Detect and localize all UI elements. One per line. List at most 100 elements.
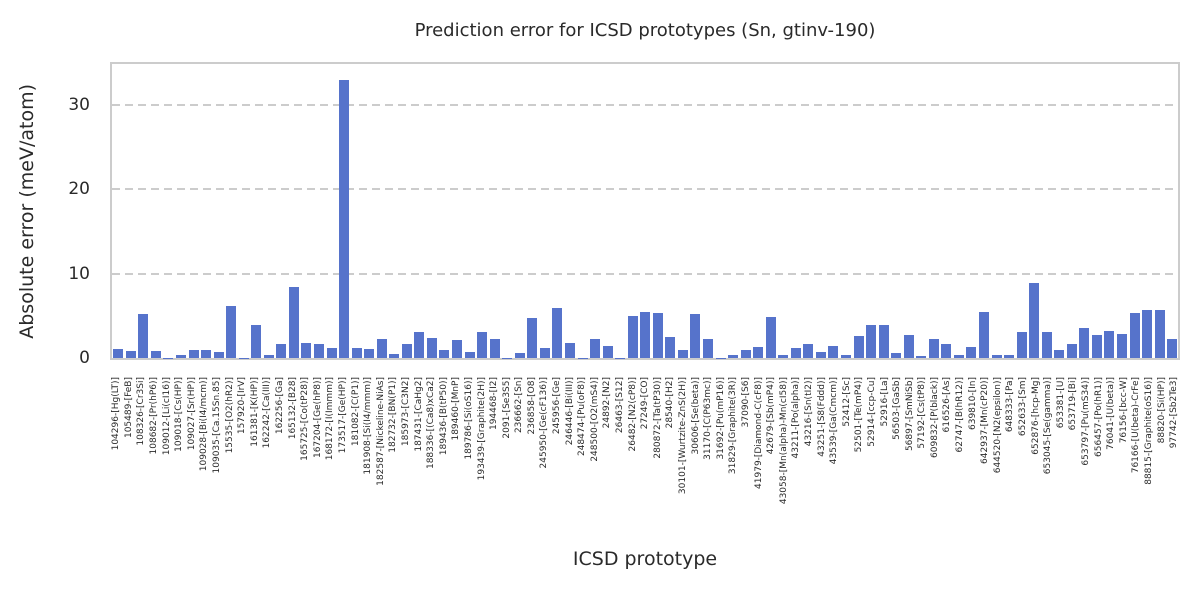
bar-52501-[Te(mP4)] (853, 336, 864, 358)
bar-slot (978, 64, 991, 358)
x-tick: 189460-[MnP] (450, 377, 463, 547)
bar-653797-[Pu(mS34)] (1079, 327, 1090, 358)
bar-slot (865, 64, 878, 358)
x-axis-label: ICSD prototype (572, 548, 718, 570)
x-tick-label: 616526-[As] (942, 377, 953, 433)
bar-27249-[CO] (640, 311, 651, 358)
bar-slot (965, 64, 978, 358)
x-tick: 56503-[GaSb] (891, 377, 904, 547)
bar-slot (1003, 64, 1016, 358)
x-tick: 182587-[Nickeline-NiAs] (374, 377, 387, 547)
x-tick: 644520-[N2(epsilon)] (992, 377, 1005, 547)
bar-slot (940, 64, 953, 358)
x-tick: 652633-[Sm] (1017, 377, 1030, 547)
bar-236662-[Sn] (514, 352, 525, 358)
x-tick-label: 653045-[Se(gamma)] (1043, 377, 1054, 475)
x-tick: 653797-[Pu(mS34)] (1080, 377, 1093, 547)
x-tick-label: 245956-[Ge] (552, 377, 563, 435)
bar-97742-[Sb2Te3] (1167, 338, 1178, 358)
x-tick: 52916-[La] (878, 377, 891, 547)
x-tick-label: 167204-[Ge(hP8)] (312, 377, 323, 459)
bar-609832-[P(black)] (928, 338, 939, 358)
x-tick-label: 656457-[Po(hR1)] (1093, 377, 1104, 457)
x-tick-label: 62747-[B(hR12)] (955, 377, 966, 453)
bar-165725-[Co(tP28)] (301, 342, 312, 358)
x-tick-label: 246446-[Bi(III)] (564, 377, 575, 446)
bar-slot (990, 64, 1003, 358)
x-tick-label: 31170-[C(P63mc)] (703, 377, 714, 460)
bar-slot (639, 64, 652, 358)
bar-slot (840, 64, 853, 358)
x-tick: 194468-[I2] (488, 377, 501, 547)
x-tick-label: 248500-[O2(mS4)] (589, 377, 600, 462)
x-tick-label: 41979-[Diamond-C(cF8)] (753, 377, 764, 489)
x-tick: 236858-[O8] (526, 377, 539, 547)
bar-57192-[Cs(tP8)] (916, 356, 927, 358)
bar-43058-[Mn(alpha)-Mn(cI58)] (778, 355, 789, 358)
x-tick: 609832-[P(black)] (929, 377, 942, 547)
bar-slot (1091, 64, 1104, 358)
x-tick: 653381-[U] (1055, 377, 1068, 547)
bar-181908-[Si(I4/mmm)] (364, 348, 375, 358)
bar-slot (1040, 64, 1053, 358)
bar-162256-[Ga] (276, 343, 287, 358)
bar-slot (426, 64, 439, 358)
bar-280872-[Ta(tP30)] (652, 313, 663, 358)
x-tick: 245956-[Ge] (551, 377, 564, 547)
bar-slot (137, 64, 150, 358)
bar-76156-[bcc-W] (1117, 333, 1128, 358)
bar-165132-[B28] (288, 287, 299, 358)
x-tick: 43211-[Po(alpha)] (790, 377, 803, 547)
bar-173517-[Ge(HP)] (339, 80, 350, 358)
chart-title: Prediction error for ICSD prototypes (Sn… (414, 20, 876, 41)
x-tick-label: 162242-[Ca(III)] (262, 377, 273, 449)
x-tick: 43251-[S8(Fddd)] (815, 377, 828, 547)
x-tick-label: 189786-[Si(oS16)] (463, 377, 474, 460)
bar-52412-[Sc] (840, 355, 851, 358)
bar-187431-[CaHg2] (414, 331, 425, 358)
x-tick: 76166-[U(beta)-CrFe] (1130, 377, 1143, 547)
bar-slot (526, 64, 539, 358)
x-tick-label: 181908-[Si(I4/mmm)] (363, 377, 374, 475)
bar-slot (802, 64, 815, 358)
x-tick: 97742-[Sb2Te3] (1168, 377, 1181, 547)
bar-slot (501, 64, 514, 358)
x-tick-label: 280872-[Ta(tP30)] (652, 377, 663, 459)
x-tick-label: 31692-[Pu(mP16)] (715, 377, 726, 460)
x-tick: 52501-[Te(mP4)] (853, 377, 866, 547)
bar-slot (915, 64, 928, 358)
x-tick-label: 105489-[FeB] (123, 377, 134, 439)
bar-189436-[B(tP50)] (439, 350, 450, 358)
bar-31170-[C(P63mc)] (702, 338, 713, 358)
bar-slot (112, 64, 125, 358)
bar-245950-[Ge(cF136)] (539, 347, 550, 358)
x-tick: 43216-[Sn(tI2)] (803, 377, 816, 547)
x-tick-label: 236662-[Sn] (514, 377, 525, 434)
x-tick: 108326-[Cr3Si] (135, 377, 148, 547)
bar-52914-[ccp-Cu] (866, 325, 877, 358)
x-tick: 187431-[CaHg2] (412, 377, 425, 547)
x-tick: 245950-[Ge(cF136)] (538, 377, 551, 547)
bar-43251-[S8(Fddd)] (815, 352, 826, 358)
bar-182732-[BN(P1)] (389, 353, 400, 358)
bar-43211-[Po(alpha)] (790, 347, 801, 358)
bar-slot (852, 64, 865, 358)
bar-slot (514, 64, 527, 358)
x-tick: 24892-[N2] (601, 377, 614, 547)
bar-slot (877, 64, 890, 358)
bar-653045-[Se(gamma)] (1041, 331, 1052, 358)
bar-slot (689, 64, 702, 358)
bar-108326-[Cr3Si] (138, 314, 149, 358)
x-tick-label: 52501-[Te(mP4)] (854, 377, 865, 453)
x-tick: 185973-[C3N2] (400, 377, 413, 547)
x-tick: 76041-[U(beta)] (1105, 377, 1118, 547)
x-tick-label: 157920-[IrV] (237, 377, 248, 435)
bar-slot (626, 64, 639, 358)
bar-88820-[Si(HP)] (1154, 309, 1165, 358)
bar-slot (1078, 64, 1091, 358)
bar-slot (375, 64, 388, 358)
x-tick-label: 109027-[Sr(HP)] (186, 377, 197, 451)
bar-43539-[Ga(Cmcm)] (828, 346, 839, 358)
bar-slot (187, 64, 200, 358)
